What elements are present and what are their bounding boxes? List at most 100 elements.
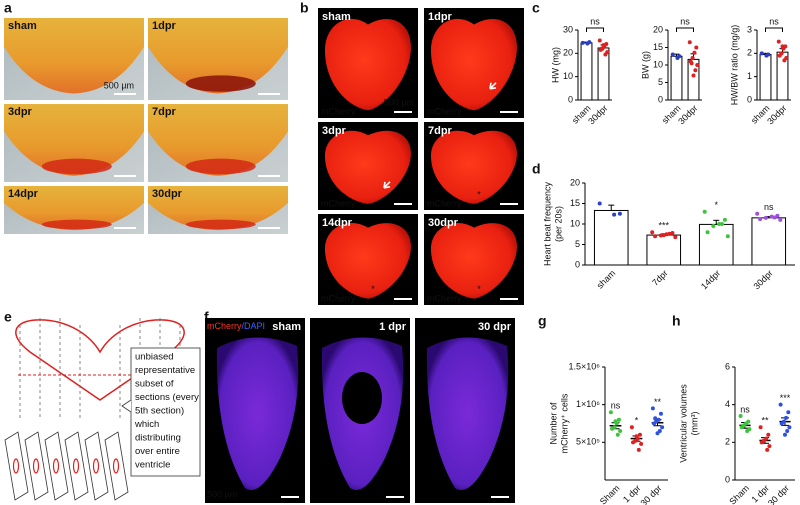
- data-point: [660, 425, 665, 430]
- tissue: [4, 104, 144, 176]
- y-tick-label: 10: [563, 71, 573, 81]
- data-point: [637, 432, 642, 437]
- data-point: [779, 421, 784, 426]
- y-tick-label: 10: [570, 218, 580, 228]
- y-axis-label: Ventricular volumes: [678, 384, 688, 463]
- significance: ns: [764, 202, 774, 212]
- heart-fluorescence: [324, 18, 411, 111]
- data-point: [618, 429, 623, 434]
- data-point: [786, 410, 791, 415]
- significance-bracket: [586, 27, 604, 32]
- y-tick-label: 30: [563, 24, 573, 34]
- panel-letter: c: [532, 0, 540, 16]
- x-tick-label: 30dpr: [676, 103, 699, 126]
- channel-label: mCherry: [427, 293, 462, 303]
- data-point: [650, 230, 655, 235]
- panel-letter: b: [300, 0, 309, 16]
- injury: [185, 158, 256, 175]
- data-point: [585, 41, 590, 46]
- diagram-text: distributing: [135, 433, 181, 444]
- bar: [646, 234, 682, 266]
- y-axis-label: HW/BW ratio (mg/g): [729, 25, 739, 106]
- arrow: [489, 82, 497, 90]
- photo-label: sham: [322, 11, 351, 23]
- significance: ns: [740, 404, 750, 414]
- section: [216, 337, 299, 490]
- data-point: [764, 53, 769, 58]
- tissue: [4, 186, 144, 231]
- heart-fluorescence: [430, 130, 517, 204]
- significance: ns: [611, 401, 621, 411]
- significance: **: [761, 416, 769, 426]
- x-tick-label: Sham: [727, 483, 751, 505]
- photo-label: sham: [8, 20, 37, 32]
- y-axis-label: Heart beat frequency: [542, 181, 552, 266]
- y-tick-label: 0: [568, 94, 573, 104]
- y-tick-label: 2: [725, 437, 730, 447]
- data-point: [777, 53, 782, 58]
- panel-letter: e: [4, 309, 12, 325]
- data-point: [693, 68, 698, 73]
- data-point: [780, 44, 785, 49]
- data-point: [603, 52, 608, 57]
- stain-part: /DAPI: [242, 321, 266, 331]
- y-tick-label: 15: [570, 198, 580, 208]
- diagram-text: 5th section): [135, 406, 184, 417]
- y-tick-label: 0: [747, 94, 752, 104]
- tissue: [4, 18, 144, 94]
- data-point: [767, 444, 772, 449]
- photo-label: 3dpr: [8, 106, 33, 118]
- stain-part: mCherry: [207, 321, 242, 331]
- data-point: [636, 447, 641, 452]
- data-point: [759, 51, 764, 56]
- scale-label: 500 µm: [104, 80, 134, 90]
- data-point: [670, 52, 675, 57]
- data-point: [745, 429, 750, 434]
- significance: ns: [590, 16, 600, 26]
- panel-letter: d: [532, 161, 541, 177]
- significance: ns: [769, 16, 779, 26]
- section: [426, 337, 509, 490]
- y-tick-label: 20: [563, 48, 573, 58]
- bar: [751, 217, 787, 266]
- data-point: [689, 61, 694, 66]
- data-point: [755, 211, 760, 216]
- panel-letter: g: [538, 313, 547, 329]
- data-point: [776, 39, 781, 44]
- data-point: [608, 410, 613, 415]
- data-point: [597, 201, 602, 206]
- lumen: [342, 372, 382, 424]
- diagram-text: over entire: [135, 446, 180, 457]
- y-axis-label: HW (mg): [550, 47, 560, 83]
- y-tick-label: 1×10⁶: [576, 399, 600, 409]
- photo-label: 7dpr: [152, 106, 177, 118]
- y-axis-label: mCherry⁺ cells: [559, 393, 569, 453]
- data-point: [722, 217, 727, 222]
- injury-marker: *: [477, 284, 481, 294]
- heart-fluorescence: [430, 222, 517, 299]
- data-point: [759, 440, 764, 445]
- tissue: [148, 104, 288, 176]
- data-point: [725, 234, 730, 239]
- bar: [593, 209, 629, 266]
- data-point: [778, 402, 783, 407]
- data-point: [720, 222, 725, 226]
- photo-label: 3dpr: [322, 125, 347, 137]
- y-tick-label: 0: [725, 474, 730, 484]
- data-point: [612, 212, 617, 217]
- photo-label: 14dpr: [322, 217, 353, 229]
- data-point: [717, 222, 722, 226]
- data-point: [778, 217, 783, 222]
- data-point: [758, 425, 763, 430]
- tissue: [148, 18, 288, 94]
- y-tick-label: 0: [658, 94, 663, 104]
- data-point: [673, 235, 678, 240]
- arrow: [383, 181, 391, 189]
- data-point: [772, 215, 777, 220]
- data-point: [787, 425, 792, 430]
- panel-letter: a: [4, 0, 12, 16]
- significance-bracket: [765, 27, 783, 32]
- channel-label: mCherry: [321, 293, 356, 303]
- diagram-text: sections (every: [135, 392, 199, 403]
